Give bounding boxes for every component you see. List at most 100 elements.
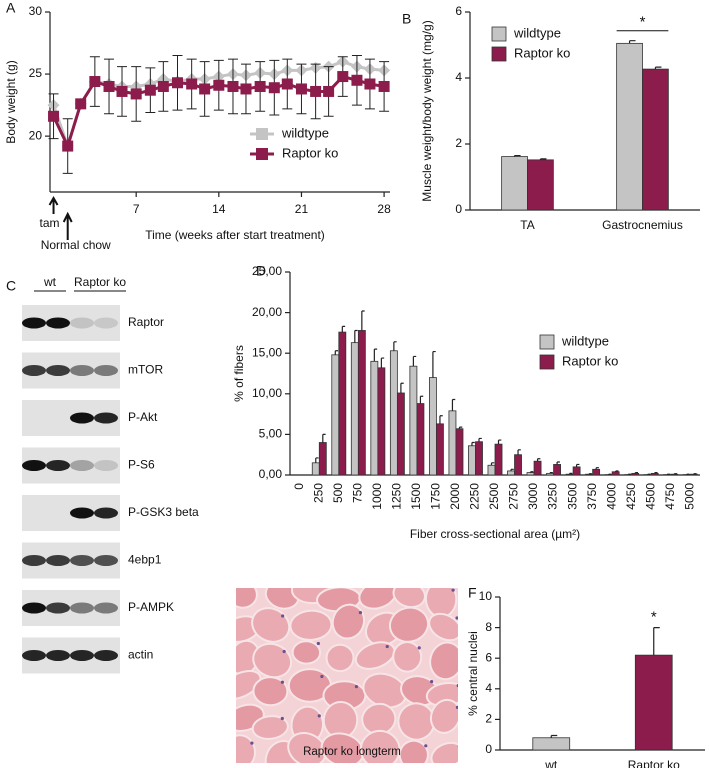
bar	[370, 360, 379, 476]
marker	[310, 85, 322, 97]
panel-letter: F	[468, 585, 477, 601]
legend-label: wildtype	[281, 125, 329, 140]
legend-label: Raptor ko	[282, 145, 338, 160]
error-bar	[373, 348, 378, 362]
x-tick-label: 2250	[468, 483, 482, 510]
marker	[48, 110, 60, 122]
y-tick-label: 4	[455, 70, 462, 84]
bar	[507, 470, 515, 476]
y-tick-label: 6	[485, 650, 492, 664]
bar	[416, 403, 425, 476]
bar	[357, 330, 366, 476]
blot-band	[22, 650, 46, 661]
error-bar	[654, 471, 658, 474]
error-bar	[341, 325, 346, 333]
marker	[281, 78, 293, 90]
muscle-fiber	[236, 588, 258, 609]
error-bar	[354, 329, 358, 343]
blot-band	[46, 555, 70, 566]
bar	[526, 472, 535, 476]
x-tick-label: 4250	[624, 483, 638, 510]
marker	[103, 80, 115, 92]
blot-band	[46, 650, 70, 661]
bar	[616, 42, 643, 211]
marker	[254, 80, 266, 92]
bar	[572, 466, 581, 476]
micrograph-cells	[236, 588, 458, 763]
bar	[527, 159, 554, 211]
blot-row-label: mTOR	[128, 363, 163, 377]
panel-letter: B	[402, 11, 411, 27]
micrograph-caption: Raptor ko longterm	[303, 746, 401, 758]
muscle-fiber	[331, 603, 366, 640]
arrow	[62, 211, 73, 240]
blot-band	[22, 317, 46, 329]
x-tick-label: 1500	[409, 483, 423, 510]
x-tick-label: 2000	[448, 483, 462, 510]
marker	[144, 84, 156, 96]
legend-label: wildtype	[561, 333, 609, 348]
error-bar	[549, 471, 553, 474]
bar	[532, 737, 571, 751]
x-tick-label: Raptor ko	[628, 758, 680, 768]
panel-letter: A	[6, 0, 16, 16]
error-bar	[576, 463, 580, 467]
bar	[501, 156, 528, 211]
y-tick-label: 6	[455, 4, 462, 18]
blot-band	[70, 650, 94, 661]
error-bar	[400, 382, 404, 393]
muscle-fiber	[398, 739, 429, 763]
nucleus	[280, 716, 284, 721]
muscle-fiber	[429, 641, 458, 681]
blot-band	[94, 365, 118, 376]
x-tick-label: 3000	[526, 483, 540, 510]
marker	[240, 83, 252, 95]
bar	[436, 423, 444, 476]
error-bar	[529, 471, 534, 473]
x-tick-label: 3250	[546, 483, 560, 510]
blot-band	[94, 650, 118, 661]
blot-band	[94, 317, 118, 329]
bar	[634, 654, 673, 751]
y-tick-label: 20,00	[252, 305, 282, 319]
marker	[213, 79, 225, 91]
muscle-fiber	[287, 731, 327, 763]
blot-group-label: Raptor ko	[74, 275, 126, 289]
marker	[157, 80, 169, 92]
y-tick-label: 2	[485, 712, 492, 726]
error-bar	[334, 350, 339, 355]
legend-label: Raptor ko	[514, 45, 570, 60]
bar	[631, 472, 640, 476]
muscle-fiber	[424, 588, 458, 619]
error-bar	[556, 461, 560, 465]
bar	[514, 454, 522, 476]
marker	[351, 74, 363, 86]
bar	[468, 445, 476, 476]
error-bar	[536, 458, 541, 462]
y-axis-label: Body weight (g)	[4, 60, 18, 143]
muscle-fiber	[325, 643, 355, 673]
legend-swatch	[539, 334, 555, 350]
marker	[227, 80, 239, 92]
blot-band	[22, 602, 46, 614]
blot-band	[70, 507, 94, 519]
x-tick-label: 21	[295, 202, 309, 216]
x-tick-label: 500	[331, 483, 345, 503]
marker	[268, 82, 280, 94]
bar	[546, 472, 554, 476]
legend-label: wildtype	[513, 25, 561, 40]
bar	[448, 410, 457, 476]
muscle-fiber	[236, 670, 262, 700]
y-axis-label: % central nuclei	[466, 631, 480, 716]
legend-label: Raptor ko	[562, 353, 618, 368]
muscle-fiber	[429, 698, 458, 734]
nucleus	[280, 680, 285, 684]
muscle-fiber	[291, 640, 322, 665]
error-bar	[510, 468, 514, 471]
error-bar	[550, 734, 558, 738]
muscle-fiber	[388, 606, 430, 643]
legend-swatch	[256, 148, 268, 160]
nucleus	[455, 705, 458, 709]
muscle-fiber	[392, 641, 423, 673]
error-bar	[393, 341, 397, 351]
